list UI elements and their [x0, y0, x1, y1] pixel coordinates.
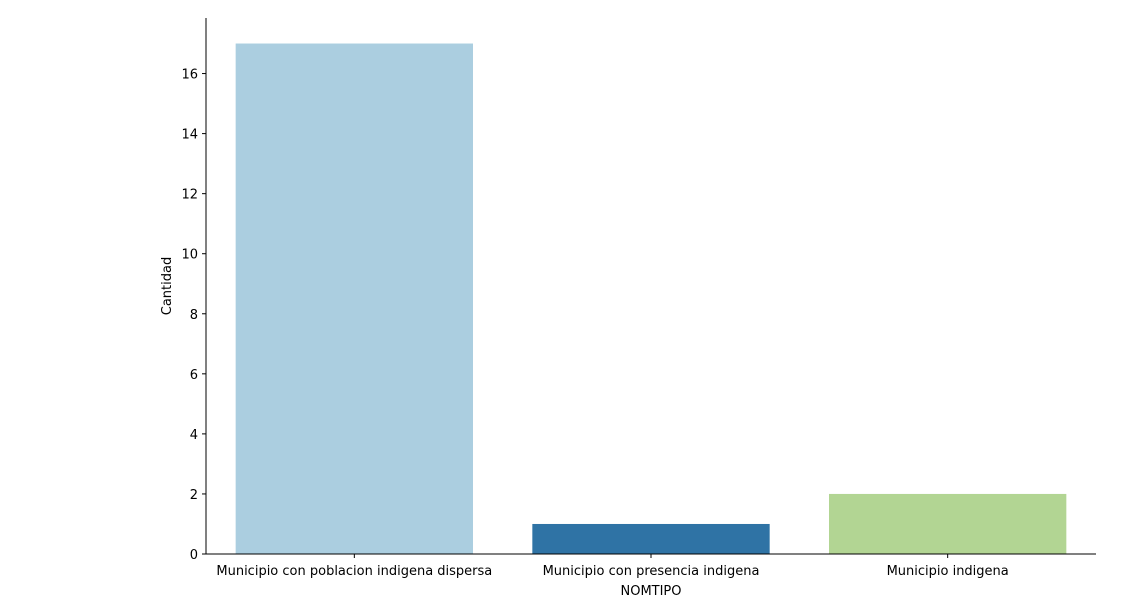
y-tick-label: 16 — [181, 68, 198, 83]
x-tick-label: Municipio indigena — [887, 564, 1009, 579]
y-tick-label: 14 — [181, 128, 198, 143]
bar-3 — [829, 493, 1067, 554]
y-tick-label: 12 — [181, 188, 198, 203]
x-ticks: Municipio con poblacion indigena dispers… — [216, 554, 1009, 579]
y-tick-label: 6 — [190, 368, 198, 383]
y-tick-label: 2 — [190, 488, 198, 503]
y-tick-label: 10 — [181, 248, 198, 263]
x-tick-label: Municipio con presencia indigena — [543, 564, 760, 579]
y-ticks: 0 2 4 6 8 10 12 14 16 — [181, 68, 206, 563]
bar-2 — [532, 523, 770, 554]
x-tick-label: Municipio con poblacion indigena dispers… — [216, 564, 492, 579]
bars-layer — [235, 43, 1067, 555]
bar-1 — [235, 43, 473, 555]
y-tick-label: 4 — [190, 428, 198, 443]
y-tick-label: 8 — [190, 308, 198, 323]
y-tick-label: 0 — [190, 548, 198, 563]
x-axis-label: NOMTIPO — [620, 584, 681, 599]
y-axis-label: Cantidad — [160, 257, 175, 315]
